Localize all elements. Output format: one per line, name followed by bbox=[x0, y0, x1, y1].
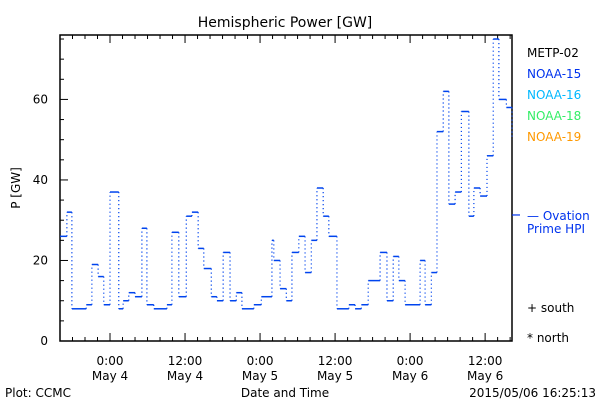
legend-south: + south bbox=[527, 301, 574, 315]
legend-north: * north bbox=[527, 331, 569, 345]
legend: METP-02 NOAA-15 NOAA-16 NOAA-18 NOAA-19 bbox=[527, 46, 581, 144]
y-tick-label: 60 bbox=[33, 92, 48, 106]
y-axis-label: P [GW] bbox=[9, 167, 23, 209]
ovation-label-2: Prime HPI bbox=[527, 222, 585, 236]
x-tick-label-time: 12:00 bbox=[318, 354, 353, 368]
x-tick-label-date: May 5 bbox=[242, 369, 278, 383]
x-tick-label-time: 12:00 bbox=[168, 354, 203, 368]
x-tick-label-date: May 4 bbox=[167, 369, 203, 383]
x-tick-label-date: May 4 bbox=[92, 369, 128, 383]
footer-timestamp: 2015/05/06 16:25:13 bbox=[469, 386, 596, 400]
ovation-label-1: — Ovation bbox=[527, 209, 590, 223]
series-noaa-15 bbox=[60, 38, 520, 310]
y-tick-label: 20 bbox=[33, 253, 48, 267]
legend-item: METP-02 bbox=[527, 46, 579, 60]
legend-item: NOAA-19 bbox=[527, 130, 581, 144]
legend-item: NOAA-15 bbox=[527, 67, 581, 81]
legend-item: NOAA-18 bbox=[527, 109, 581, 123]
x-tick-label-date: May 6 bbox=[467, 369, 503, 383]
x-axis-label: Date and Time bbox=[241, 386, 329, 400]
x-tick-label-time: 0:00 bbox=[397, 354, 424, 368]
plot-frame bbox=[59, 34, 513, 342]
x-tick-label-date: May 5 bbox=[317, 369, 353, 383]
y-tick-label: 0 bbox=[40, 334, 48, 348]
x-tick-label-time: 12:00 bbox=[468, 354, 503, 368]
legend-item: NOAA-16 bbox=[527, 88, 581, 102]
footer-plot-source: Plot: CCMC bbox=[5, 386, 71, 400]
chart-title: Hemispheric Power [GW] bbox=[198, 15, 373, 31]
x-tick-label-time: 0:00 bbox=[247, 354, 274, 368]
x-tick-label-time: 0:00 bbox=[97, 354, 124, 368]
x-tick-label-date: May 6 bbox=[392, 369, 428, 383]
y-tick-label: 40 bbox=[33, 173, 48, 187]
